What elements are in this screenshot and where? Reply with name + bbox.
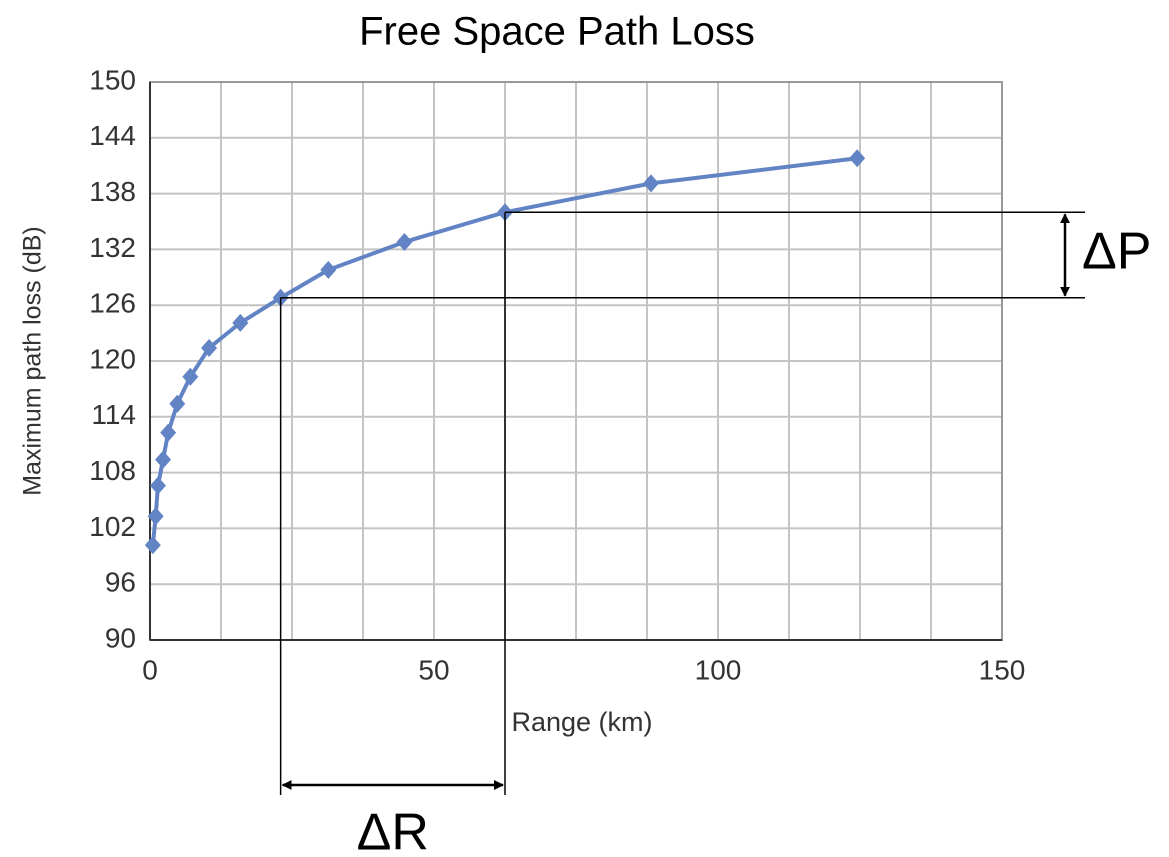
y-tick-label: 132	[89, 232, 136, 263]
y-tick-label: 150	[89, 64, 136, 95]
data-point	[147, 507, 164, 526]
data-point	[201, 338, 218, 357]
data-point	[182, 367, 199, 386]
x-tick-label: 150	[979, 654, 1026, 685]
y-axis-label: Maximum path loss (dB)	[19, 226, 47, 496]
data-point	[149, 476, 166, 495]
x-tick-label: 50	[418, 654, 449, 685]
data-point	[155, 450, 172, 469]
data-point	[169, 394, 186, 413]
y-tick-label: 138	[89, 176, 136, 207]
chart-title: Free Space Path Loss	[359, 10, 755, 54]
x-tick-label: 0	[142, 654, 158, 685]
data-point	[642, 174, 659, 193]
y-tick-label: 126	[89, 288, 136, 319]
x-tick-label: 100	[695, 654, 742, 685]
data-point	[160, 423, 177, 442]
y-tick-label: 96	[105, 567, 136, 598]
y-tick-label: 144	[89, 120, 136, 151]
x-axis-label: Range (km)	[511, 707, 652, 737]
data-point	[396, 232, 413, 251]
annotation-label: ΔR	[357, 804, 429, 857]
y-tick-label: 114	[91, 399, 136, 430]
data-point	[849, 149, 866, 168]
data-point	[320, 260, 337, 279]
y-tick-label: 90	[105, 622, 136, 653]
y-tick-label: 102	[89, 511, 136, 542]
data-point	[144, 536, 161, 555]
y-tick-label: 120	[89, 343, 136, 374]
data-point	[232, 313, 249, 332]
y-tick-label: 108	[89, 455, 136, 486]
annotation-label: ΔP	[1082, 223, 1151, 281]
